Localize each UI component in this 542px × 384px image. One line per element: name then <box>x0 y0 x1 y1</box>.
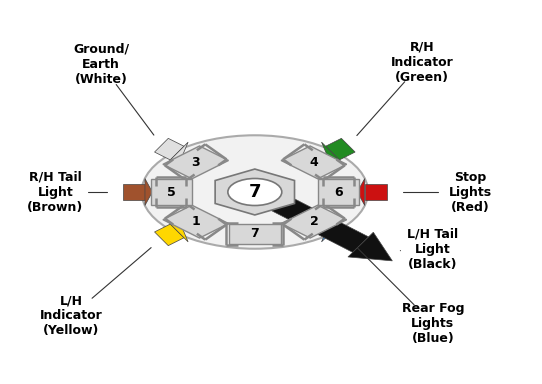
Polygon shape <box>163 146 229 179</box>
Text: 6: 6 <box>334 185 343 199</box>
Polygon shape <box>145 179 152 205</box>
Ellipse shape <box>141 135 368 249</box>
Polygon shape <box>122 184 145 200</box>
Polygon shape <box>321 220 344 242</box>
Text: 3: 3 <box>191 156 200 169</box>
Text: 2: 2 <box>309 215 318 228</box>
Polygon shape <box>326 224 355 246</box>
Polygon shape <box>163 205 229 238</box>
Polygon shape <box>281 146 347 179</box>
Polygon shape <box>229 223 281 244</box>
Text: 7: 7 <box>250 227 259 240</box>
Polygon shape <box>257 188 369 252</box>
Polygon shape <box>154 138 184 160</box>
Text: Rear Fog
Lights
(Blue): Rear Fog Lights (Blue) <box>402 302 464 345</box>
Ellipse shape <box>228 179 282 205</box>
Text: L/H
Indicator
(Yellow): L/H Indicator (Yellow) <box>40 295 103 338</box>
Polygon shape <box>166 220 188 242</box>
Text: R/H
Indicator
(Green): R/H Indicator (Green) <box>391 41 453 84</box>
Polygon shape <box>281 205 347 238</box>
Polygon shape <box>215 169 294 215</box>
Polygon shape <box>357 179 365 205</box>
Polygon shape <box>348 232 392 261</box>
Polygon shape <box>318 179 359 205</box>
Text: R/H Tail
Light
(Brown): R/H Tail Light (Brown) <box>27 170 83 214</box>
Polygon shape <box>166 142 188 164</box>
Polygon shape <box>326 138 355 160</box>
Text: 4: 4 <box>309 156 318 169</box>
Polygon shape <box>321 142 344 164</box>
Text: L/H Tail
Light
(Black): L/H Tail Light (Black) <box>407 228 459 271</box>
Polygon shape <box>151 179 192 205</box>
Polygon shape <box>154 224 184 246</box>
Text: Ground/
Earth
(White): Ground/ Earth (White) <box>73 43 129 86</box>
Text: 7: 7 <box>249 183 261 201</box>
Text: 5: 5 <box>167 185 176 199</box>
Text: 1: 1 <box>191 215 200 228</box>
Polygon shape <box>365 184 387 200</box>
Text: Stop
Lights
(Red): Stop Lights (Red) <box>449 170 492 214</box>
